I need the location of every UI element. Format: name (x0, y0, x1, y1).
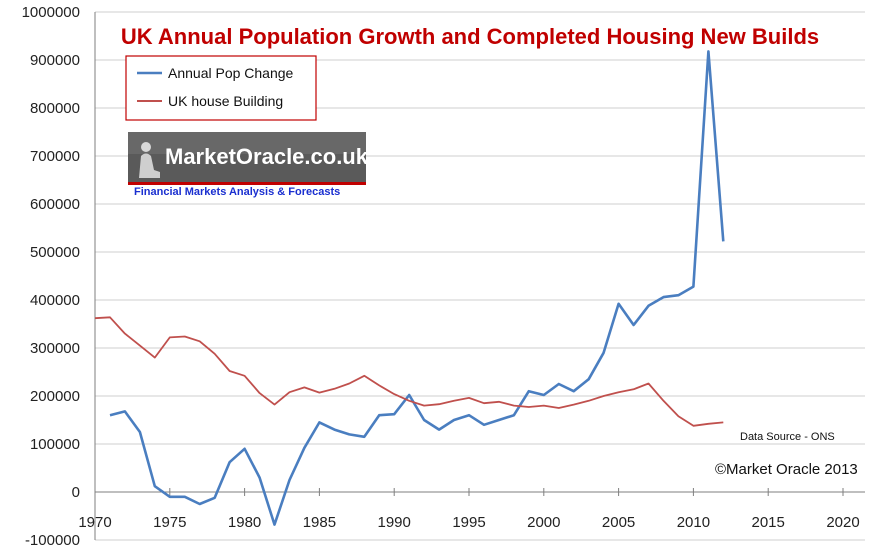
x-tick-label: 2000 (527, 514, 560, 531)
y-tick-label: 700000 (30, 148, 80, 165)
x-tick-label: 1995 (452, 514, 485, 531)
x-tick-label: 1975 (153, 514, 186, 531)
y-tick-label: 900000 (30, 52, 80, 69)
x-tick-label: 2020 (826, 514, 859, 531)
y-tick-label: 600000 (30, 196, 80, 213)
copyright-note: ©Market Oracle 2013 (715, 461, 858, 478)
oracle-figure-icon (139, 142, 160, 178)
y-tick-label: 500000 (30, 244, 80, 261)
x-tick-label: 2005 (602, 514, 635, 531)
series-line-annual-pop-change (109, 50, 725, 526)
series-line-uk-house-building (94, 316, 724, 427)
series-lines (94, 50, 725, 526)
legend-box (125, 55, 317, 121)
legend-label-pop: Annual Pop Change (168, 65, 294, 81)
x-tick-label: 1985 (303, 514, 336, 531)
y-tick-label: 1000000 (22, 4, 80, 21)
logo-highlight (128, 132, 366, 154)
x-tick-label: 1990 (378, 514, 411, 531)
logo-brand-text: MarketOracle.co.uk (165, 144, 369, 169)
legend-label-house: UK house Building (168, 93, 283, 109)
y-tick-label: 800000 (30, 100, 80, 117)
legend: Annual Pop Change UK house Building (125, 55, 317, 121)
logo-underline (128, 182, 366, 185)
market-oracle-logo: MarketOracle.co.uk Financial Markets Ana… (128, 132, 369, 198)
x-tick-label: 2010 (677, 514, 710, 531)
y-tick-label: -100000 (25, 532, 80, 549)
y-tick-label: 200000 (30, 388, 80, 405)
x-tick-label: 1980 (228, 514, 261, 531)
x-tick-label: 2015 (752, 514, 785, 531)
x-axis-tick-labels: 1970 1975 1980 1985 1990 1995 2000 2005 2010 2015… (78, 488, 860, 531)
data-source-note: Data Source - ONS (740, 431, 835, 443)
y-tick-label: 0 (72, 484, 80, 501)
logo-tagline: Financial Markets Analysis & Forecasts (134, 186, 340, 198)
y-axis-tick-labels: -100000 0 100000 200000 300000 400000 500000 60… (22, 4, 80, 549)
y-tick-label: 400000 (30, 292, 80, 309)
y-tick-label: 100000 (30, 436, 80, 453)
y-tick-label: 300000 (30, 340, 80, 357)
chart-title: UK Annual Population Growth and Complete… (121, 24, 819, 49)
